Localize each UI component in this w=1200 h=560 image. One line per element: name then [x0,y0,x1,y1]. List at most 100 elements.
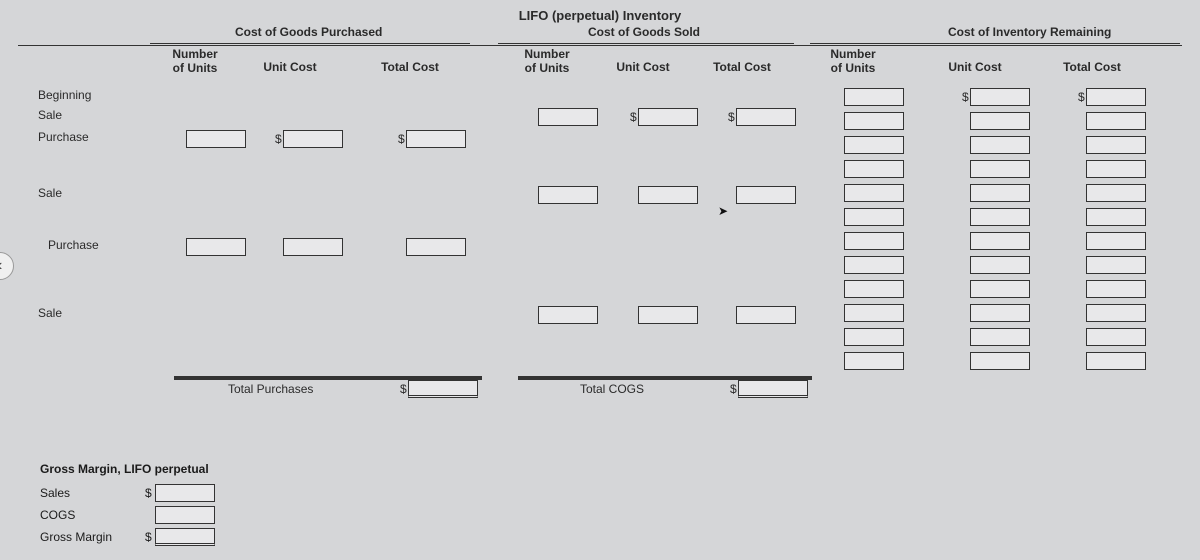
page-title: LIFO (perpetual) Inventory [0,0,1200,25]
input-rem-units-9[interactable] [844,304,904,322]
input-pur1-tcost[interactable] [406,130,466,148]
input-rem-tcost-10[interactable] [1086,328,1146,346]
dollar-total-purchases: $ [400,382,407,396]
input-rem-ucost-9[interactable] [970,304,1030,322]
col-rem-totalcost: Total Cost [1052,60,1132,74]
dollar-total-cogs: $ [730,382,737,396]
col-rem-unitcost: Unit Cost [940,60,1010,74]
gm-label-sales: Sales [40,486,145,500]
input-rem-tcost-1[interactable] [1086,112,1146,130]
input-rem-ucost-5[interactable] [970,208,1030,226]
gm-row-cogs: COGS [40,504,215,526]
input-rem-ucost-11[interactable] [970,352,1030,370]
input-rem-tcost-8[interactable] [1086,280,1146,298]
input-sale2-ucost[interactable] [638,186,698,204]
dollar-gm-sales: $ [145,486,155,500]
label-total-cogs: Total COGS [580,382,644,396]
input-pur2-units[interactable] [186,238,246,256]
rowlabel-sale3: Sale [38,306,62,320]
input-rem-ucost-8[interactable] [970,280,1030,298]
input-sale3-ucost[interactable] [638,306,698,324]
input-rem-ucost-3[interactable] [970,160,1030,178]
gm-row-sales: Sales $ [40,482,215,504]
input-sale1-units[interactable] [538,108,598,126]
input-sale2-units[interactable] [538,186,598,204]
rowlabel-sale1: Sale [38,108,62,122]
col-rem-units: Numberof Units [818,46,888,76]
input-rem-units-2[interactable] [844,136,904,154]
dollar-input-sale1-ucost: $ [630,110,637,124]
group-header-remaining: Cost of Inventory Remaining [948,25,1111,39]
rowlabel-beginning: Beginning [38,88,91,102]
input-rem-tcost-11[interactable] [1086,352,1146,370]
input-rem-tcost-3[interactable] [1086,160,1146,178]
gm-label-grossmargin: Gross Margin [40,530,145,544]
group-header-purchased: Cost of Goods Purchased [235,25,382,39]
input-rem-tcost-7[interactable] [1086,256,1146,274]
input-gm-sales[interactable] [155,484,215,502]
rowlabel-purchase1: Purchase [38,130,89,144]
input-gm-grossmargin[interactable] [155,528,215,546]
input-total-cogs[interactable] [738,380,808,398]
input-rem-ucost-4[interactable] [970,184,1030,202]
group-header-sold: Cost of Goods Sold [588,25,700,39]
input-sale1-tcost[interactable] [736,108,796,126]
input-rem-ucost-6[interactable] [970,232,1030,250]
group-header-row: Cost of Goods Purchased Cost of Goods So… [0,25,1200,45]
rowlabel-sale2: Sale [38,186,62,200]
gm-row-grossmargin: Gross Margin $ [40,526,215,548]
input-rem-units-4[interactable] [844,184,904,202]
dollar-input-pur1-ucost: $ [275,132,282,146]
col-sold-unitcost: Unit Cost [608,60,678,74]
input-rem-units-6[interactable] [844,232,904,250]
input-total-purchases[interactable] [408,380,478,398]
input-rem-ucost-2[interactable] [970,136,1030,154]
input-rem-tcost-4[interactable] [1086,184,1146,202]
input-rem-units-11[interactable] [844,352,904,370]
dollar-input-beg-rem-tcost: $ [1078,90,1085,104]
input-rem-units-5[interactable] [844,208,904,226]
dollar-input-sale1-tcost: $ [728,110,735,124]
gm-label-cogs: COGS [40,508,145,522]
prev-page-button[interactable]: › [0,252,14,280]
col-sold-units: Numberof Units [512,46,582,76]
dollar-input-pur1-tcost: $ [398,132,405,146]
input-rem-tcost-6[interactable] [1086,232,1146,250]
input-pur1-ucost[interactable] [283,130,343,148]
input-sale3-tcost[interactable] [736,306,796,324]
col-purch-unitcost: Unit Cost [255,60,325,74]
input-pur2-tcost[interactable] [406,238,466,256]
input-rem-ucost-10[interactable] [970,328,1030,346]
input-rem-tcost-5[interactable] [1086,208,1146,226]
input-rem-ucost-1[interactable] [970,112,1030,130]
dollar-input-beg-rem-ucost: $ [962,90,969,104]
input-beg-rem-units[interactable] [844,88,904,106]
input-rem-units-8[interactable] [844,280,904,298]
input-rem-tcost-9[interactable] [1086,304,1146,322]
input-rem-units-3[interactable] [844,160,904,178]
input-gm-cogs[interactable] [155,506,215,524]
input-sale2-tcost[interactable] [736,186,796,204]
worksheet-grid: Beginning Sale Purchase Sale Purchase Sa… [18,86,1182,386]
gm-title: Gross Margin, LIFO perpetual [40,462,215,476]
dollar-gm-gross: $ [145,530,155,544]
input-sale1-ucost[interactable] [638,108,698,126]
col-sold-totalcost: Total Cost [702,60,782,74]
input-pur2-ucost[interactable] [283,238,343,256]
column-headers: Numberof Units Unit Cost Total Cost Numb… [0,46,1200,86]
col-purch-totalcost: Total Cost [370,60,450,74]
input-rem-tcost-2[interactable] [1086,136,1146,154]
input-rem-units-10[interactable] [844,328,904,346]
rowlabel-purchase2: Purchase [48,238,99,252]
input-rem-ucost-7[interactable] [970,256,1030,274]
input-pur1-units[interactable] [186,130,246,148]
input-beg-rem-ucost[interactable] [970,88,1030,106]
chevron-left-icon: › [0,257,3,275]
label-total-purchases: Total Purchases [228,382,313,396]
input-rem-units-1[interactable] [844,112,904,130]
input-beg-rem-tcost[interactable] [1086,88,1146,106]
input-sale3-units[interactable] [538,306,598,324]
cursor-icon: ➤ [718,204,728,218]
gross-margin-section: Gross Margin, LIFO perpetual Sales $ COG… [40,462,215,548]
input-rem-units-7[interactable] [844,256,904,274]
